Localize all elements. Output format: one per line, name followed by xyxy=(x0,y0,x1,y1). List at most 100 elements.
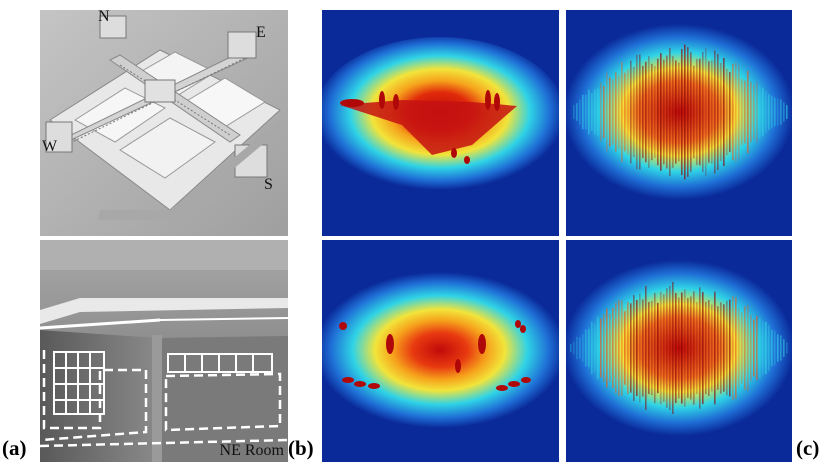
heatmap-streak xyxy=(639,293,641,403)
heatmap-c-bottom-plot xyxy=(566,240,792,462)
heatmap-streak xyxy=(612,307,614,389)
heatmap-streak xyxy=(603,85,605,139)
heatmap-streak xyxy=(579,337,581,359)
room-interior-view: NE Room xyxy=(40,240,288,462)
heatmap-streak xyxy=(621,300,623,396)
heatmap-streak xyxy=(678,62,680,162)
heatmap-streak xyxy=(603,314,605,382)
heatmap-streak xyxy=(768,94,770,130)
heatmap-streak xyxy=(720,62,722,162)
heatmap-streak xyxy=(669,47,671,177)
heatmap-streak xyxy=(777,334,779,362)
heatmap-streak xyxy=(732,63,734,161)
heatmap-streak xyxy=(591,93,593,131)
heatmap-streak xyxy=(570,343,572,353)
room-illustration xyxy=(40,240,288,462)
heatmap-streak xyxy=(783,339,785,357)
architecture-model-view: N E W S xyxy=(40,10,288,236)
panel-label-a: (a) xyxy=(2,436,27,460)
heatmap-streak xyxy=(699,58,701,166)
heatmap-streak xyxy=(765,321,767,375)
heatmap-streak xyxy=(681,48,683,176)
heatmap-streak xyxy=(759,84,761,140)
heatmap-streak xyxy=(699,287,701,409)
heatmap-streak xyxy=(672,56,674,168)
heatmap-streak xyxy=(738,65,740,159)
heatmap-c-top-plot xyxy=(566,10,792,236)
heatmap-streak xyxy=(609,313,611,383)
heatmap-streak xyxy=(711,304,713,392)
heatmap-streak xyxy=(753,84,755,140)
heatmap-streak xyxy=(582,334,584,362)
heatmap-streak xyxy=(675,292,677,404)
heatmap-streak xyxy=(573,341,575,355)
heatmap-streak xyxy=(600,82,602,142)
heatmap-streak xyxy=(690,52,692,172)
heatmap-streak xyxy=(663,294,665,402)
heatmap-streak xyxy=(726,68,728,156)
heatmap-streak xyxy=(657,302,659,394)
heatmap-streak xyxy=(762,320,764,376)
heatmap-streak xyxy=(744,80,746,144)
heatmap-streak xyxy=(582,94,584,130)
heatmap-streak xyxy=(636,299,638,397)
heatmap-streak xyxy=(693,291,695,405)
heatmap-streak xyxy=(588,89,590,135)
heatmap-streak xyxy=(609,77,611,147)
heatmap-c-bottom xyxy=(566,240,792,462)
heatmap-streak xyxy=(756,315,758,381)
heatmap-streak xyxy=(696,301,698,395)
heatmap-streak xyxy=(714,291,716,405)
heatmap-streak xyxy=(717,306,719,390)
heatmap-streak xyxy=(756,81,758,143)
heatmap-streak xyxy=(786,342,788,354)
heatmap-streak xyxy=(750,315,752,381)
heatmap-streak xyxy=(621,61,623,163)
compass-west: W xyxy=(42,138,58,155)
heatmap-streak xyxy=(711,60,713,164)
heatmap-streak xyxy=(705,301,707,395)
heatmap-streak xyxy=(642,299,644,397)
heatmap-streak xyxy=(690,296,692,400)
heatmap-streak xyxy=(675,60,677,164)
heatmap-streak xyxy=(633,66,635,158)
room-caption: NE Room xyxy=(219,442,284,459)
heatmap-streak xyxy=(585,329,587,367)
heatmap-streak xyxy=(687,298,689,398)
heatmap-streak xyxy=(729,71,731,153)
heatmap-c-top xyxy=(566,10,792,236)
heatmap-streak xyxy=(651,300,653,396)
heatmap-streak xyxy=(723,304,725,392)
heatmap-streak xyxy=(669,285,671,411)
heatmap-streak xyxy=(591,321,593,375)
heatmap-streak xyxy=(633,295,635,401)
heatmap-streak xyxy=(648,301,650,395)
heatmap-streak xyxy=(693,65,695,159)
heatmap-b-bottom xyxy=(322,240,559,462)
heatmap-streak xyxy=(627,301,629,395)
heatmap-streak xyxy=(624,72,626,152)
heatmap-streak xyxy=(687,47,689,177)
panel-label-b: (b) xyxy=(288,436,314,460)
heatmap-streak xyxy=(741,312,743,384)
heatmap-streak xyxy=(579,99,581,125)
heatmap-streak xyxy=(774,97,776,127)
heatmap-streak xyxy=(765,91,767,133)
heatmap-streak xyxy=(753,319,755,377)
heatmap-streak xyxy=(714,50,716,174)
heatmap-streak xyxy=(780,99,782,125)
heatmap-streak xyxy=(780,335,782,361)
heatmap-streak xyxy=(648,55,650,169)
heatmap-streak xyxy=(750,81,752,143)
heatmap-streak xyxy=(594,323,596,373)
heatmap-streak xyxy=(612,79,614,145)
heatmap-streak xyxy=(726,300,728,396)
heatmap-streak xyxy=(762,87,764,137)
heatmap-streak xyxy=(666,288,668,408)
heatmap-streak xyxy=(747,70,749,154)
heatmap-streak xyxy=(654,292,656,404)
heatmap-streak xyxy=(585,94,587,130)
heatmap-streak xyxy=(735,62,737,162)
heatmap-streak xyxy=(783,102,785,122)
heatmap-streak xyxy=(615,302,617,394)
